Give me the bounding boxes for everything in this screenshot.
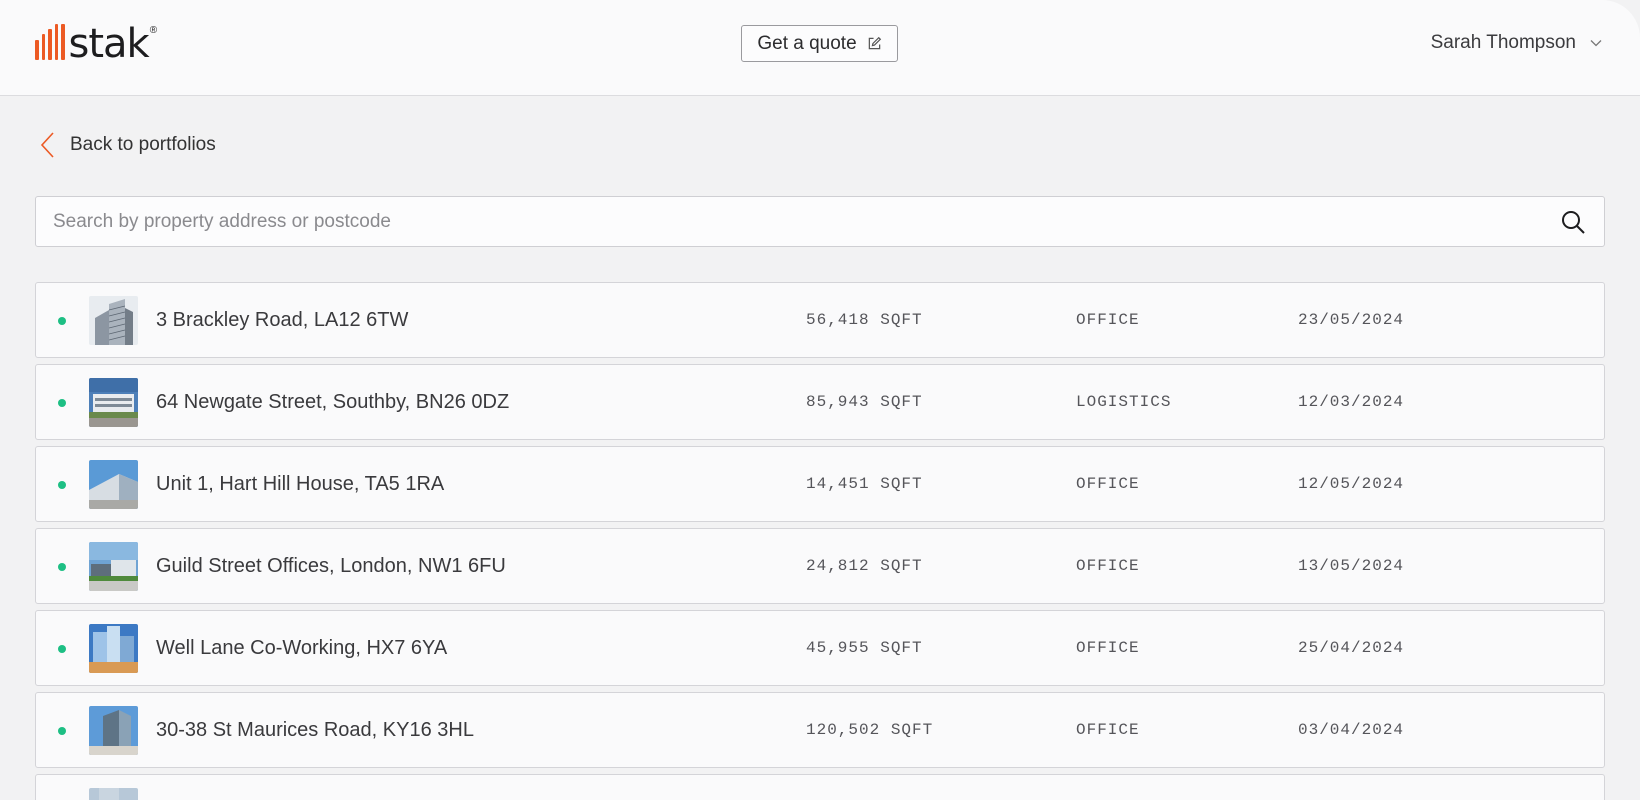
property-thumbnail: [89, 296, 138, 345]
user-menu[interactable]: Sarah Thompson: [1431, 28, 1602, 58]
property-size: 24,812 SQFT: [806, 557, 923, 575]
property-row[interactable]: Well Lane Co-Working, HX7 6YA 45,955 SQF…: [35, 610, 1605, 686]
status-dot: [58, 399, 66, 407]
search-icon[interactable]: [1560, 209, 1586, 235]
property-thumbnail: [89, 378, 138, 427]
property-address: Well Lane Co-Working, HX7 6YA: [156, 637, 448, 659]
industrial-unit-image: [89, 460, 138, 509]
get-a-quote-label: Get a quote: [757, 32, 857, 54]
chevron-down-icon: [1590, 40, 1602, 47]
search-input[interactable]: [36, 197, 1546, 246]
property-list: 3 Brackley Road, LA12 6TW 56,418 SQFT OF…: [35, 282, 1605, 800]
property-row[interactable]: 30-38 St Maurices Road, KY16 3HL 120,502…: [35, 692, 1605, 768]
property-type: OFFICE: [1076, 721, 1140, 739]
property-row[interactable]: 64 Newgate Street, Southby, BN26 0DZ 85,…: [35, 364, 1605, 440]
status-dot: [58, 727, 66, 735]
property-size: 85,943 SQFT: [806, 393, 923, 411]
property-size: 45,955 SQFT: [806, 639, 923, 657]
property-type: OFFICE: [1076, 311, 1140, 329]
property-type: OFFICE: [1076, 639, 1140, 657]
property-thumbnail: [89, 788, 138, 800]
status-dot: [58, 481, 66, 489]
office-park-image: [89, 542, 138, 591]
property-type: LOGISTICS: [1076, 393, 1172, 411]
property-row[interactable]: Guild Street Offices, London, NW1 6FU 24…: [35, 528, 1605, 604]
property-row[interactable]: [35, 774, 1605, 800]
top-header: stak ® Get a quote Sarah Thompson: [0, 0, 1640, 96]
property-thumbnail: [89, 624, 138, 673]
property-date: 12/03/2024: [1298, 393, 1405, 411]
tower-image: [89, 296, 138, 345]
glass-towers-image: [89, 624, 138, 673]
property-type: OFFICE: [1076, 475, 1140, 493]
property-date: 12/05/2024: [1298, 475, 1405, 493]
property-thumbnail: [89, 706, 138, 755]
logo-bars-icon: [35, 24, 65, 60]
back-label: Back to portfolios: [70, 134, 216, 155]
chevron-left-icon: [40, 132, 54, 158]
registered-mark: ®: [149, 25, 158, 36]
property-address: 3 Brackley Road, LA12 6TW: [156, 309, 409, 331]
property-size: 14,451 SQFT: [806, 475, 923, 493]
warehouse-image: [89, 378, 138, 427]
logo-wordmark: stak: [68, 21, 150, 67]
office-block-image: [89, 706, 138, 755]
property-row[interactable]: 3 Brackley Road, LA12 6TW 56,418 SQFT OF…: [35, 282, 1605, 358]
stak-logo[interactable]: stak ®: [35, 24, 157, 64]
property-date: 23/05/2024: [1298, 311, 1405, 329]
property-size: 56,418 SQFT: [806, 311, 923, 329]
user-name: Sarah Thompson: [1430, 32, 1576, 53]
property-date: 13/05/2024: [1298, 557, 1405, 575]
get-a-quote-button[interactable]: Get a quote: [741, 25, 898, 62]
property-address: 30-38 St Maurices Road, KY16 3HL: [156, 719, 474, 741]
status-dot: [58, 317, 66, 325]
property-type: OFFICE: [1076, 557, 1140, 575]
property-address: 64 Newgate Street, Southby, BN26 0DZ: [156, 391, 510, 413]
property-date: 03/04/2024: [1298, 721, 1405, 739]
status-dot: [58, 645, 66, 653]
edit-icon: [868, 36, 881, 50]
property-thumbnail: [89, 460, 138, 509]
property-address: Unit 1, Hart Hill House, TA5 1RA: [156, 473, 445, 495]
property-search: [35, 196, 1605, 247]
status-dot: [58, 563, 66, 571]
property-date: 25/04/2024: [1298, 639, 1405, 657]
property-address: Guild Street Offices, London, NW1 6FU: [156, 555, 506, 577]
building-image: [89, 788, 138, 800]
property-size: 120,502 SQFT: [806, 721, 934, 739]
back-to-portfolios-link[interactable]: Back to portfolios: [40, 130, 216, 160]
property-thumbnail: [89, 542, 138, 591]
property-row[interactable]: Unit 1, Hart Hill House, TA5 1RA 14,451 …: [35, 446, 1605, 522]
